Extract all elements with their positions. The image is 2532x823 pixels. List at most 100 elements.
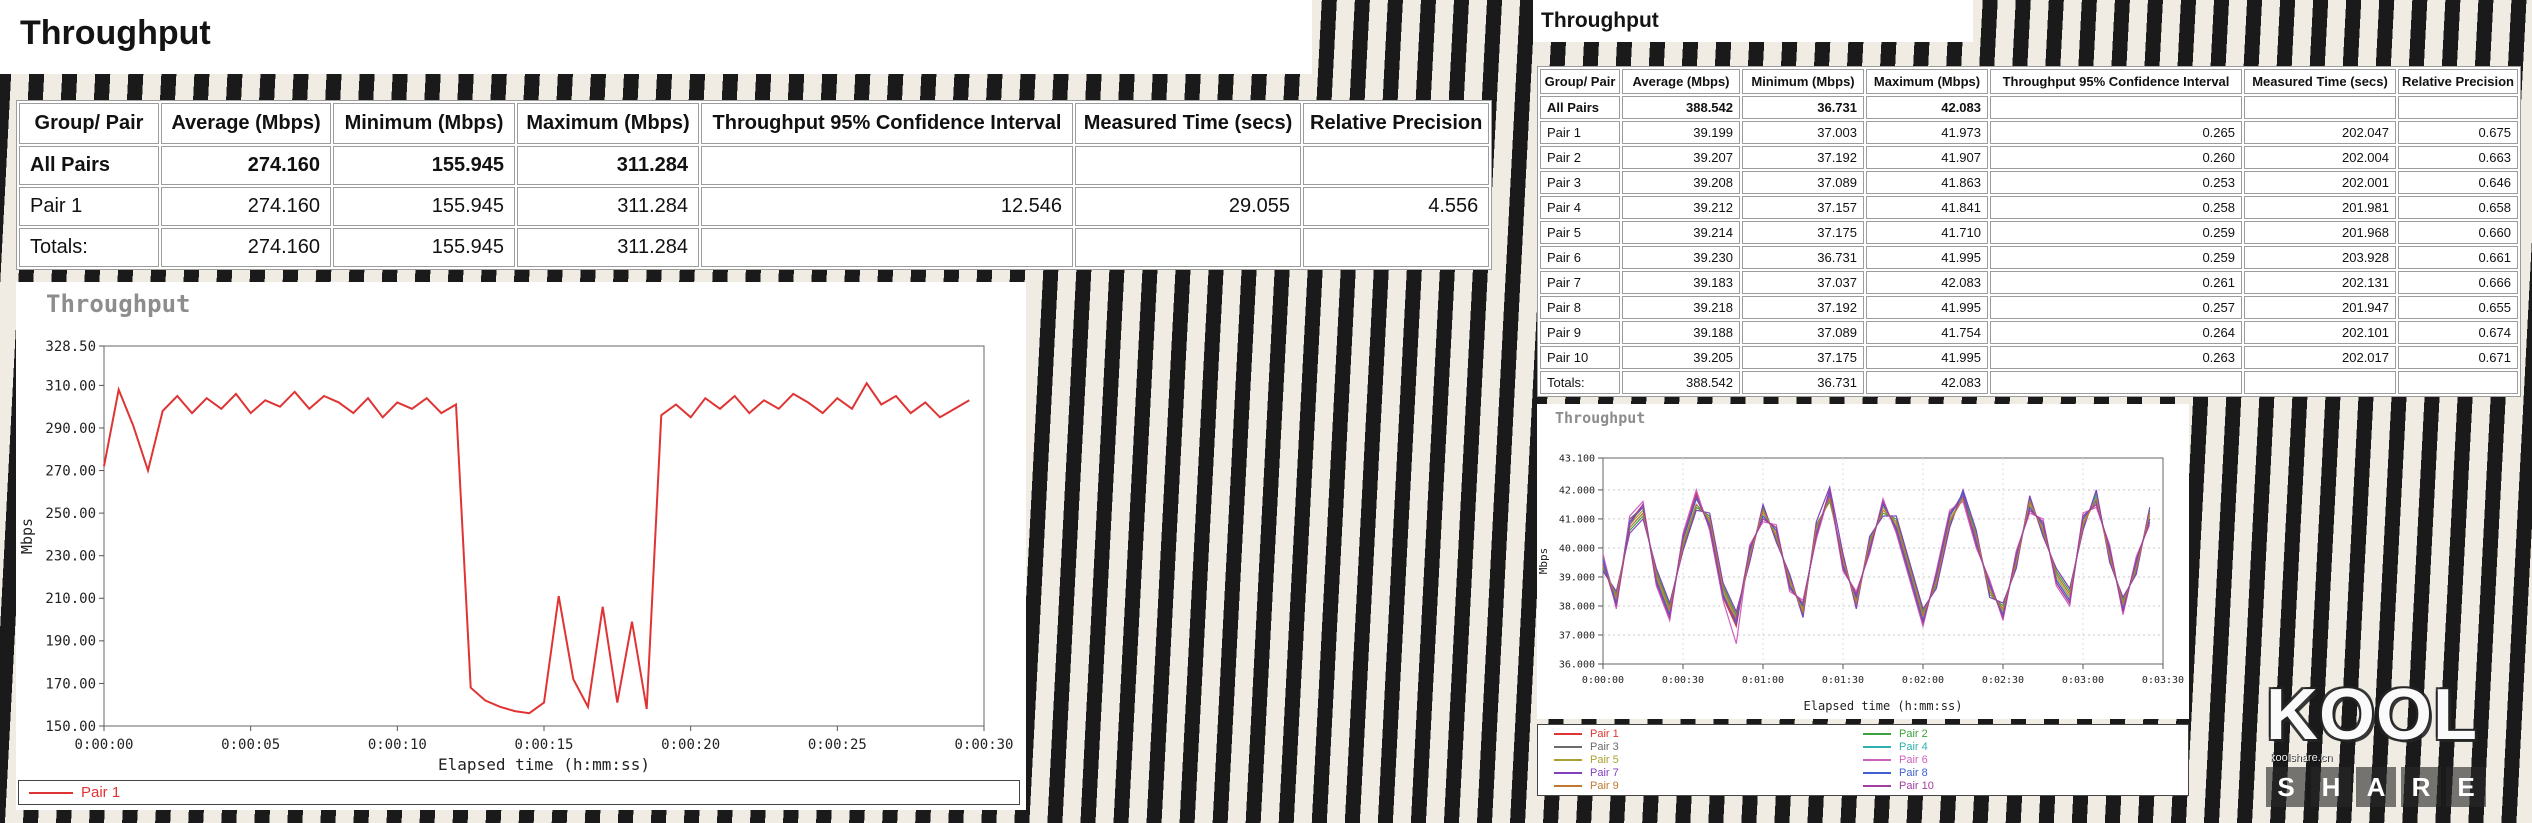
value-cell [1303,146,1490,185]
value-cell: 0.658 [2398,196,2518,219]
legend-color-line [1863,746,1891,748]
x-tick-label: 0:03:00 [2062,675,2104,686]
legend-label: Pair 4 [1899,741,1928,753]
column-header: Group/ Pair [1540,69,1620,94]
legend-item: Pair 6 [1863,754,2172,766]
value-cell: 201.981 [2244,196,2396,219]
y-tick-label: 41.000 [1559,514,1595,525]
value-cell: 39.212 [1622,196,1740,219]
right-results-table: Group/ Pair Average (Mbps) Minimum (Mbps) M… [1537,66,2521,397]
value-cell: 0.655 [2398,296,2518,319]
value-cell: 155.945 [333,187,515,226]
value-cell: 0.663 [2398,146,2518,169]
value-cell: 37.157 [1742,196,1864,219]
value-cell: 41.995 [1866,246,1988,269]
x-tick-label: 0:00:25 [808,737,867,753]
legend-item: Pair 2 [1863,728,2172,740]
y-tick-label: 39.000 [1559,572,1595,583]
table-row: Pair 8 39.218 37.192 41.995 0.257 201.947 0.65… [1540,296,2518,319]
y-axis-title: Mbps [1537,548,1550,575]
legend-item: Pair 1 [1554,728,1863,740]
value-cell: 0.671 [2398,346,2518,369]
table-row: Totals: 388.542 36.731 42.083 [1540,371,2518,394]
y-tick-label: 42.000 [1559,485,1595,496]
chart-canvas: 43.100 42.000 41.000 40.000 39.000 38.000 37.0… [1537,454,2184,714]
legend-item: Pair 3 [1554,741,1863,753]
legend-item: Pair 4 [1863,741,2172,753]
value-cell: 36.731 [1742,96,1864,119]
value-cell: 311.284 [517,228,699,267]
table-row: Pair 10 39.205 37.175 41.995 0.263 202.017 0.6… [1540,346,2518,369]
value-cell: 41.841 [1866,196,1988,219]
legend-color-line [29,791,73,794]
value-cell: 37.175 [1742,346,1864,369]
x-tick-label: 0:02:30 [1982,675,2024,686]
legend-label: Pair 5 [1590,754,1619,766]
legend-label: Pair 1 [1590,728,1619,740]
y-tick-label: 230.00 [45,549,96,565]
watermark-letter: H [2311,767,2351,807]
value-cell: 36.731 [1742,246,1864,269]
value-cell: 4.556 [1303,187,1490,226]
value-cell: 0.264 [1990,321,2242,344]
table-row: Pair 4 39.212 37.157 41.841 0.258 201.981 0.65… [1540,196,2518,219]
plot-area [1602,457,2164,665]
value-cell: 37.175 [1742,221,1864,244]
legend-item: Pair 9 [1554,780,1863,792]
table-row: Pair 9 39.188 37.089 41.754 0.264 202.101 0.67… [1540,321,2518,344]
legend-color-line [1863,785,1891,787]
column-header: Measured Time (secs) [1075,103,1301,144]
value-cell: 39.205 [1622,346,1740,369]
legend-item: Pair 7 [1554,767,1863,779]
x-tick-label: 0:00:10 [368,737,427,753]
legend-item: Pair 8 [1863,767,2172,779]
value-cell: 0.259 [1990,221,2242,244]
x-tick-label: 0:00:20 [661,737,720,753]
value-cell [1075,146,1301,185]
y-tick-label: 250.00 [45,506,96,522]
value-cell: 41.907 [1866,146,1988,169]
value-cell: 37.192 [1742,146,1864,169]
value-cell: 0.263 [1990,346,2242,369]
table-header-row: Group/ Pair Average (Mbps) Minimum (Mbps) M… [1540,69,2518,94]
value-cell: 202.004 [2244,146,2396,169]
left-chart-title: Throughput [46,290,191,318]
legend-item: Pair 10 [1863,780,2172,792]
column-header: Throughput 95% Confidence Interval [701,103,1073,144]
value-cell: 37.089 [1742,171,1864,194]
y-tick-label: 170.00 [45,676,96,692]
y-tick-label: 150.00 [45,719,96,735]
y-tick-label: 290.00 [45,421,96,437]
value-cell [2244,371,2396,394]
value-cell: 0.674 [2398,321,2518,344]
row-label-cell: Pair 2 [1540,146,1620,169]
value-cell: 12.546 [701,187,1073,226]
x-tick-label: 0:02:00 [1902,675,1944,686]
value-cell [2244,96,2396,119]
watermark-letter: S [2266,767,2306,807]
table-row: Pair 6 39.230 36.731 41.995 0.259 203.928 0.66… [1540,246,2518,269]
right-throughput-chart: 43.100 42.000 41.000 40.000 39.000 38.000 37.0… [1537,428,2189,721]
value-cell: 202.047 [2244,121,2396,144]
watermark-kool-text: KOOL [2266,675,2478,755]
y-tick-label: 210.00 [45,591,96,607]
y-tick-label: 328.50 [45,339,96,355]
value-cell: 274.160 [161,228,331,267]
column-header: Relative Precision [2398,69,2518,94]
right-chart-block: Throughput 43.100 42.000 41.000 40.000 39.00… [1537,404,2189,719]
table-row: Totals: 274.160 155.945 311.284 [19,228,1490,267]
value-cell: 202.101 [2244,321,2396,344]
value-cell: 0.260 [1990,146,2242,169]
left-report-title: Throughput [20,14,211,52]
legend-label: Pair 8 [1899,767,1928,779]
legend-color-line [1554,759,1582,761]
value-cell: 39.207 [1622,146,1740,169]
value-cell [1990,96,2242,119]
value-cell: 0.666 [2398,271,2518,294]
legend-label: Pair 10 [1899,780,1934,792]
value-cell: 39.218 [1622,296,1740,319]
x-tick-label: 0:00:00 [74,737,133,753]
value-cell: 41.995 [1866,346,1988,369]
value-cell: 42.083 [1866,96,1988,119]
